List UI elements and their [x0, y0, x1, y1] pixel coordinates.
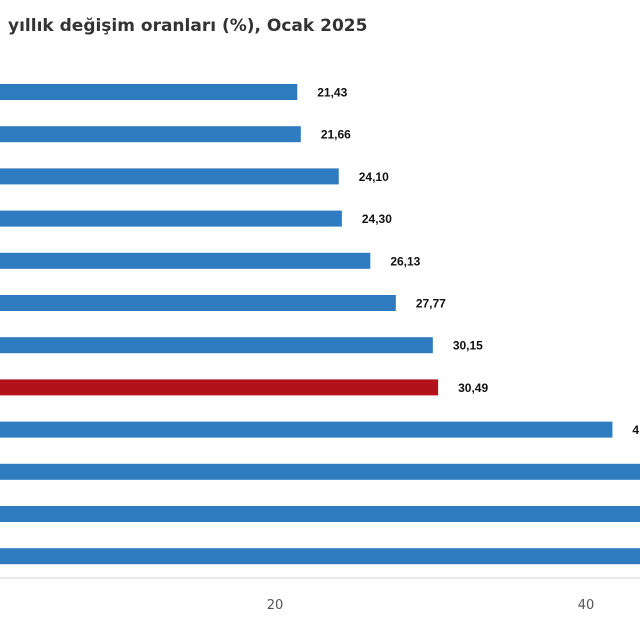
- bar: [0, 168, 339, 185]
- bar: [0, 210, 342, 227]
- x-tick-label: 20: [267, 598, 284, 613]
- bar: [0, 337, 433, 354]
- data-label: 21,43: [317, 86, 347, 100]
- bar: [0, 84, 298, 100]
- x-tick-label: 40: [578, 598, 595, 613]
- bar: [0, 506, 640, 522]
- bar: [0, 126, 301, 143]
- data-label: 27,77: [416, 297, 446, 311]
- bar: [0, 548, 640, 565]
- bar: [0, 295, 396, 311]
- data-label: 4: [632, 423, 639, 437]
- data-label: 30,49: [458, 381, 488, 395]
- data-label: 24,10: [359, 170, 389, 184]
- bar: [0, 252, 371, 269]
- data-label: 30,15: [453, 339, 483, 353]
- bar: [0, 421, 613, 438]
- bar: [0, 379, 439, 396]
- bar: [0, 463, 640, 480]
- chart-title: yıllık değişim oranları (%), Ocak 2025: [8, 16, 368, 36]
- data-label: 26,13: [390, 254, 420, 268]
- data-label: 24,30: [362, 212, 392, 226]
- data-label: 21,66: [321, 128, 351, 142]
